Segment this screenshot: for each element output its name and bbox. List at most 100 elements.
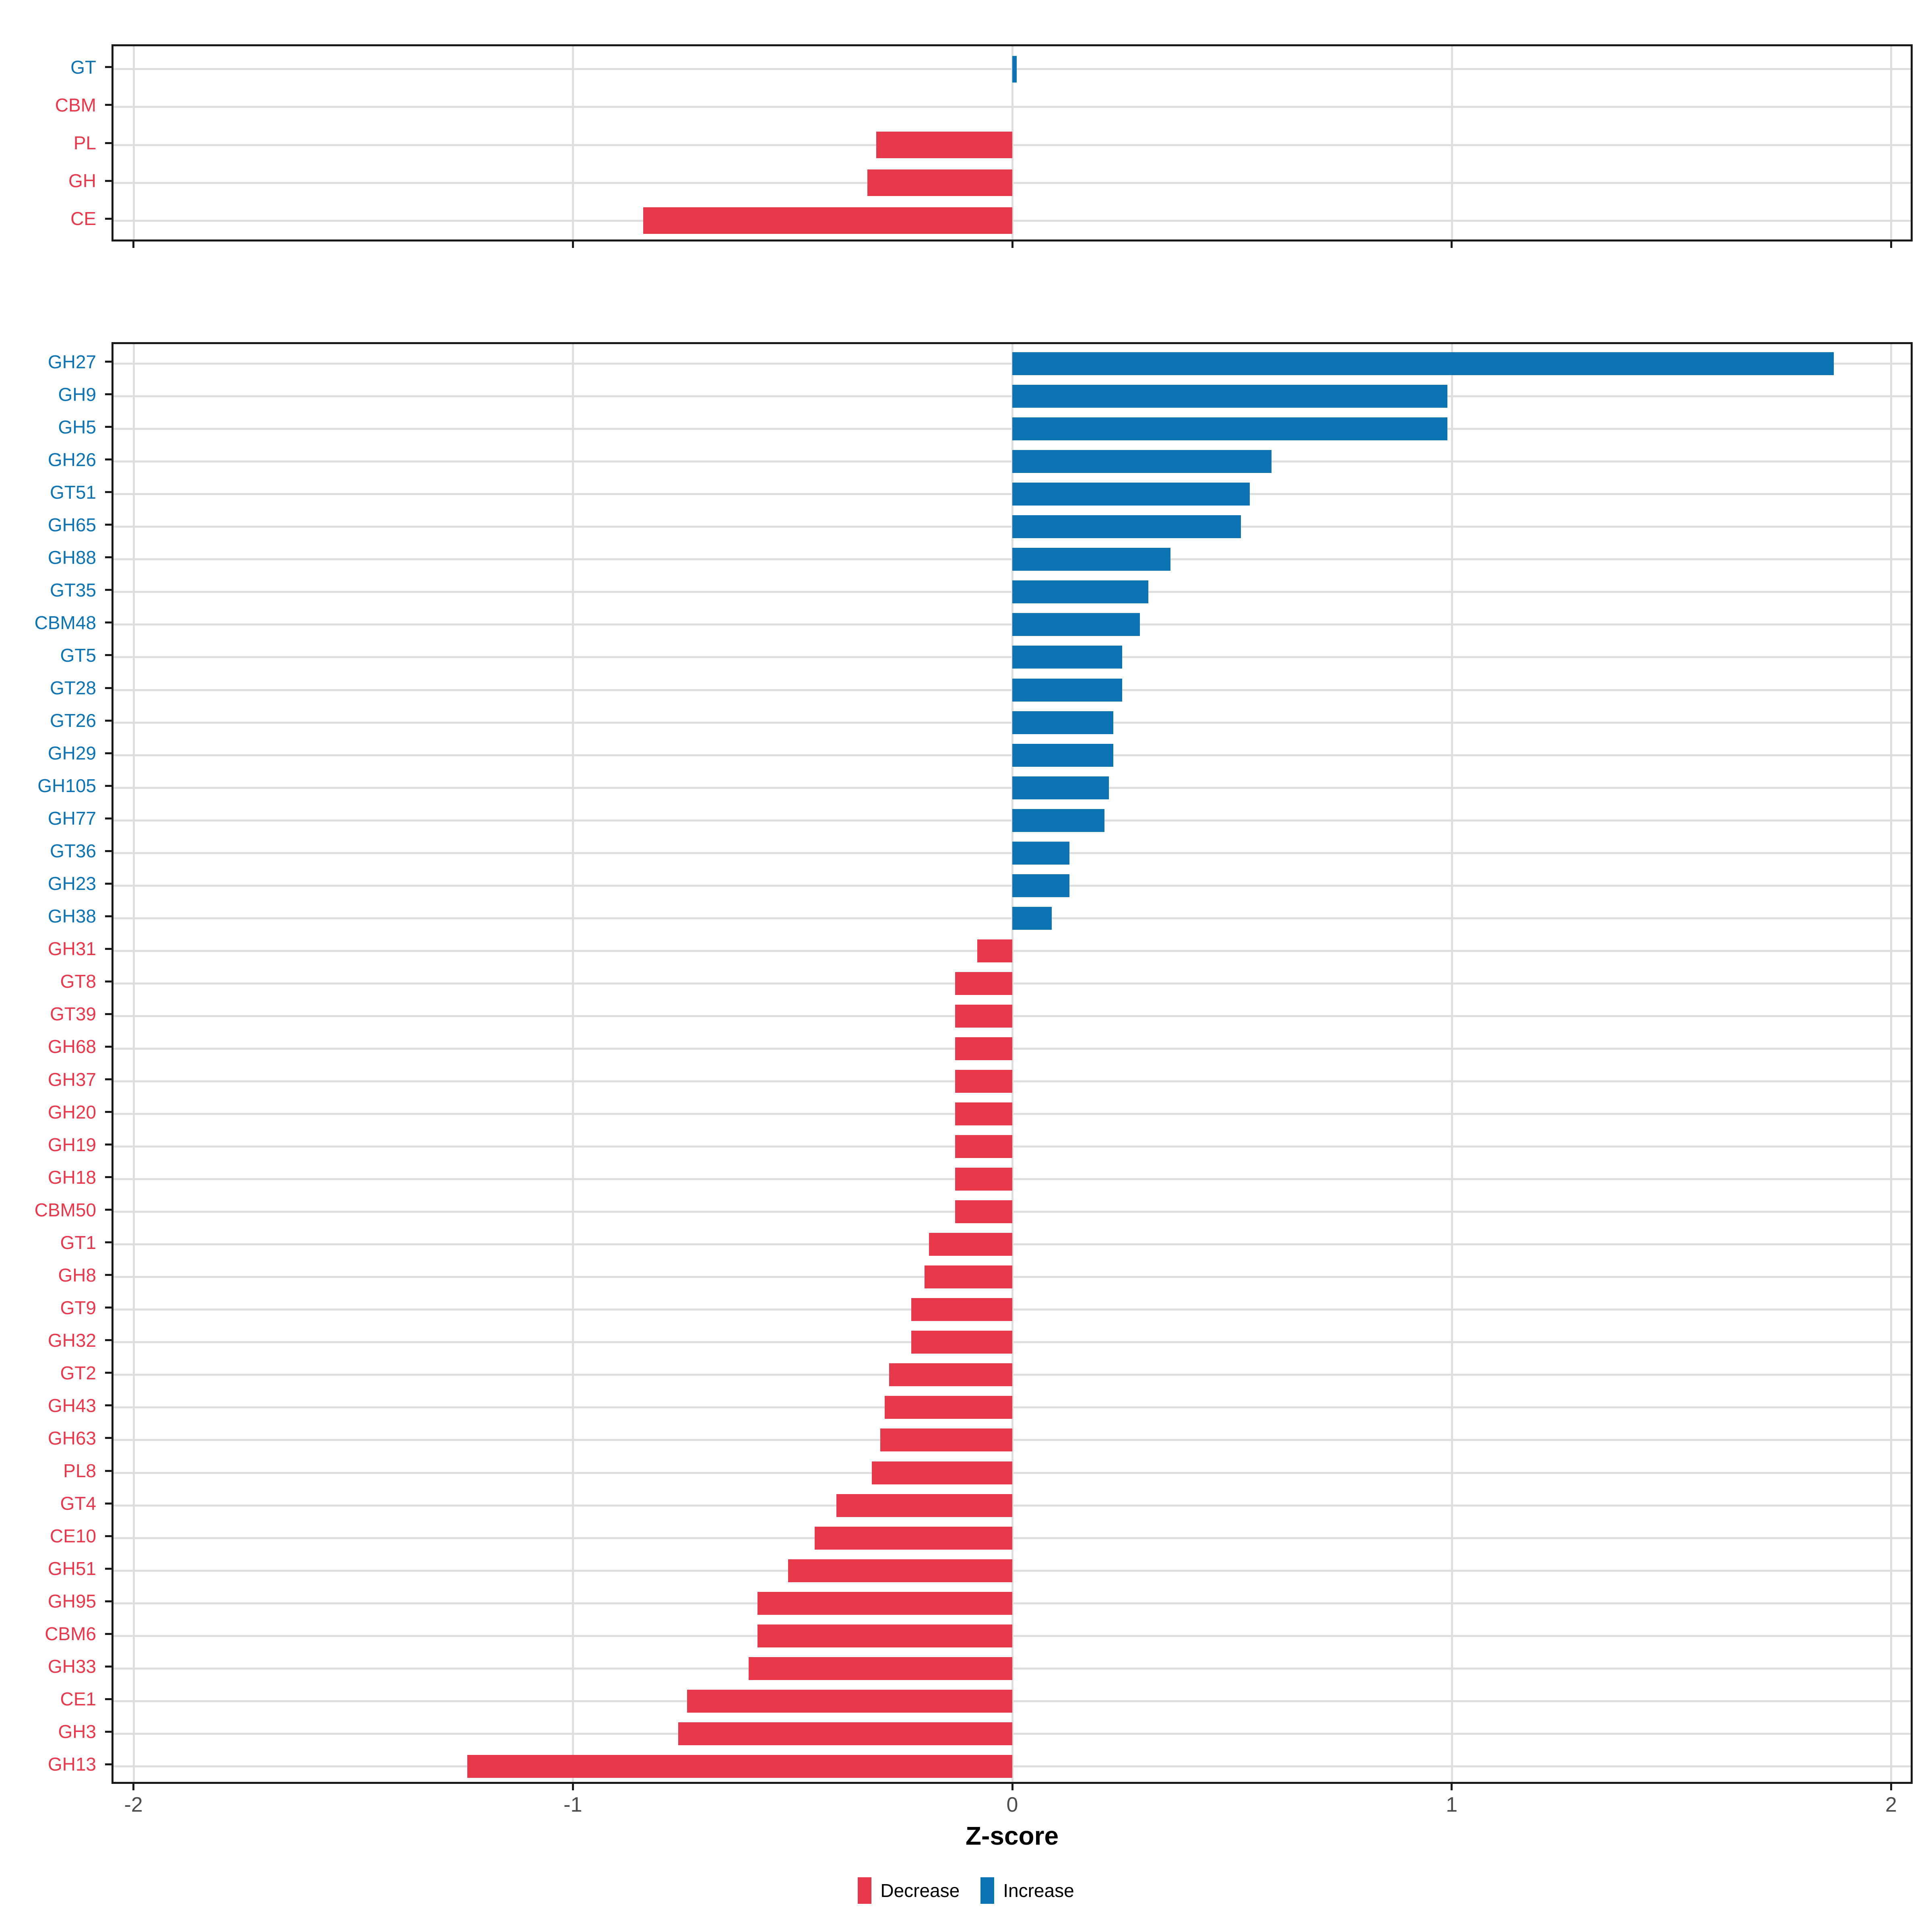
row-gridline	[114, 460, 1911, 463]
row-gridline	[114, 786, 1911, 789]
y-tick	[105, 1633, 111, 1635]
y-tick	[105, 1763, 111, 1765]
category-label-cbm48: CBM48	[34, 612, 96, 633]
vertical-gridline	[572, 344, 574, 1782]
top-panel	[111, 44, 1913, 242]
bar-gt2	[889, 1363, 1012, 1387]
bar-gh77	[1012, 809, 1105, 832]
category-label-cbm6: CBM6	[45, 1623, 96, 1645]
y-tick	[105, 491, 111, 493]
bar-gh105	[1012, 776, 1109, 799]
bar-gt28	[1012, 678, 1122, 702]
y-tick	[105, 1730, 111, 1733]
y-tick	[105, 1567, 111, 1570]
category-label-gt4: GT4	[60, 1493, 96, 1514]
category-label-gt26: GT26	[50, 710, 96, 731]
y-tick	[105, 1111, 111, 1113]
bar-gh18	[955, 1168, 1012, 1191]
category-label-gh5: GH5	[58, 416, 96, 438]
y-tick	[105, 1372, 111, 1374]
category-label-gt9: GT9	[60, 1297, 96, 1318]
category-label-gh26: GH26	[47, 449, 96, 470]
row-gridline	[114, 558, 1911, 561]
bar-gh	[867, 169, 1012, 196]
bar-gt5	[1012, 646, 1122, 669]
y-tick	[105, 654, 111, 656]
category-label-gh77: GH77	[47, 808, 96, 829]
y-tick	[105, 1241, 111, 1244]
row-gridline	[114, 591, 1911, 593]
decrease-swatch	[858, 1877, 872, 1904]
increase-label: Increase	[1003, 1880, 1074, 1901]
category-label-gh29: GH29	[47, 743, 96, 764]
y-tick	[105, 524, 111, 526]
y-tick	[105, 882, 111, 885]
x-tick	[1451, 242, 1453, 248]
vertical-gridline	[1451, 344, 1453, 1782]
y-tick	[105, 621, 111, 624]
y-tick	[105, 915, 111, 917]
bar-cbm50	[955, 1200, 1012, 1224]
bar-gt36	[1012, 841, 1069, 865]
category-label-gt28: GT28	[50, 677, 96, 699]
y-tick	[105, 687, 111, 689]
vertical-gridline	[1011, 344, 1013, 1782]
x-tick	[132, 242, 135, 248]
category-label-gh105: GH105	[37, 775, 96, 797]
bar-gh26	[1012, 450, 1272, 473]
bar-gh65	[1012, 515, 1241, 539]
y-tick	[105, 752, 111, 754]
decrease-label: Decrease	[880, 1880, 960, 1901]
category-label-ce: CE	[70, 208, 96, 229]
bar-gt8	[955, 972, 1012, 995]
bar-gh20	[955, 1102, 1012, 1126]
bar-gt51	[1012, 483, 1250, 506]
y-tick	[105, 104, 111, 106]
y-tick	[105, 66, 111, 68]
category-label-cbm50: CBM50	[34, 1199, 96, 1220]
y-tick	[105, 980, 111, 983]
bar-gh33	[748, 1657, 1012, 1680]
category-label-gh65: GH65	[47, 514, 96, 535]
y-tick	[105, 458, 111, 461]
bar-gt4	[836, 1494, 1012, 1517]
y-tick	[105, 947, 111, 950]
category-label-gt5: GT5	[60, 644, 96, 666]
y-tick	[105, 1339, 111, 1342]
bar-pl8	[871, 1461, 1012, 1484]
legend-item-increase: Increase	[980, 1877, 1074, 1904]
row-gridline	[114, 689, 1911, 691]
y-tick	[105, 1307, 111, 1309]
category-label-gh88: GH88	[47, 547, 96, 568]
bar-gh43	[885, 1396, 1012, 1419]
category-label-gh31: GH31	[47, 938, 96, 960]
category-label-gt8: GT8	[60, 971, 96, 992]
bar-gh29	[1012, 743, 1114, 767]
category-label-gh38: GH38	[47, 906, 96, 927]
y-tick	[105, 1470, 111, 1472]
category-label-gh68: GH68	[47, 1036, 96, 1057]
row-gridline	[114, 754, 1911, 756]
row-gridline	[114, 363, 1911, 365]
bar-ce10	[814, 1526, 1012, 1550]
row-gridline	[114, 526, 1911, 528]
vertical-gridline	[132, 344, 135, 1782]
bar-gh37	[955, 1070, 1012, 1093]
y-tick	[105, 1176, 111, 1179]
y-tick	[105, 1144, 111, 1146]
category-label-gh43: GH43	[47, 1395, 96, 1416]
x-tick-label: -1	[564, 1793, 582, 1816]
row-gridline	[114, 656, 1911, 658]
bar-gh3	[678, 1722, 1012, 1745]
y-tick	[105, 217, 111, 220]
bar-gh5	[1012, 417, 1447, 441]
bar-gh8	[924, 1265, 1012, 1289]
vertical-gridline	[1890, 46, 1893, 239]
bar-ce	[643, 207, 1012, 234]
bar-gh31	[977, 939, 1012, 962]
bar-cbm48	[1012, 613, 1140, 636]
vertical-gridline	[1451, 46, 1453, 239]
x-tick	[1011, 242, 1013, 248]
vertical-gridline	[132, 46, 135, 239]
